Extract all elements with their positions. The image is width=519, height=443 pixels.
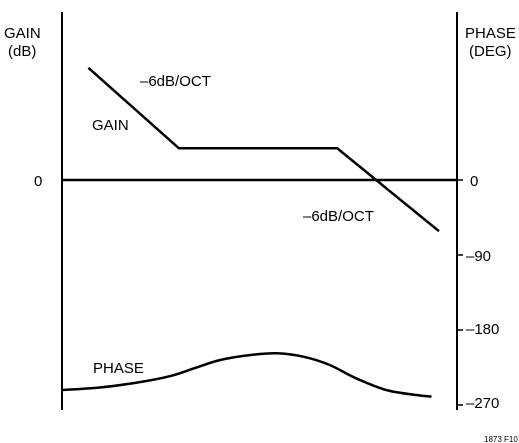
left-tick-label-0: 0 [34, 173, 42, 190]
right-tick-label-90: –90 [466, 248, 491, 265]
right-tick-label-270: –270 [466, 395, 499, 412]
right-tick-label-0: 0 [470, 173, 478, 190]
figure-id: 1873 F10 [484, 435, 518, 443]
right-tick-label-180: –180 [466, 321, 499, 338]
slope-label-high: –6dB/OCT [303, 208, 374, 225]
right-axis-label-line2: (DEG) [469, 43, 512, 60]
slope-label-low: –6dB/OCT [140, 73, 211, 90]
gain-label: GAIN [92, 117, 129, 134]
phase-curve [61, 352, 432, 398]
left-axis-label-line2: (dB) [8, 43, 36, 60]
gain-curve [87, 66, 440, 233]
left-axis-label-line1: GAIN [4, 25, 41, 42]
right-axis-label-line1: PHASE [465, 25, 516, 42]
phase-label: PHASE [93, 360, 144, 377]
